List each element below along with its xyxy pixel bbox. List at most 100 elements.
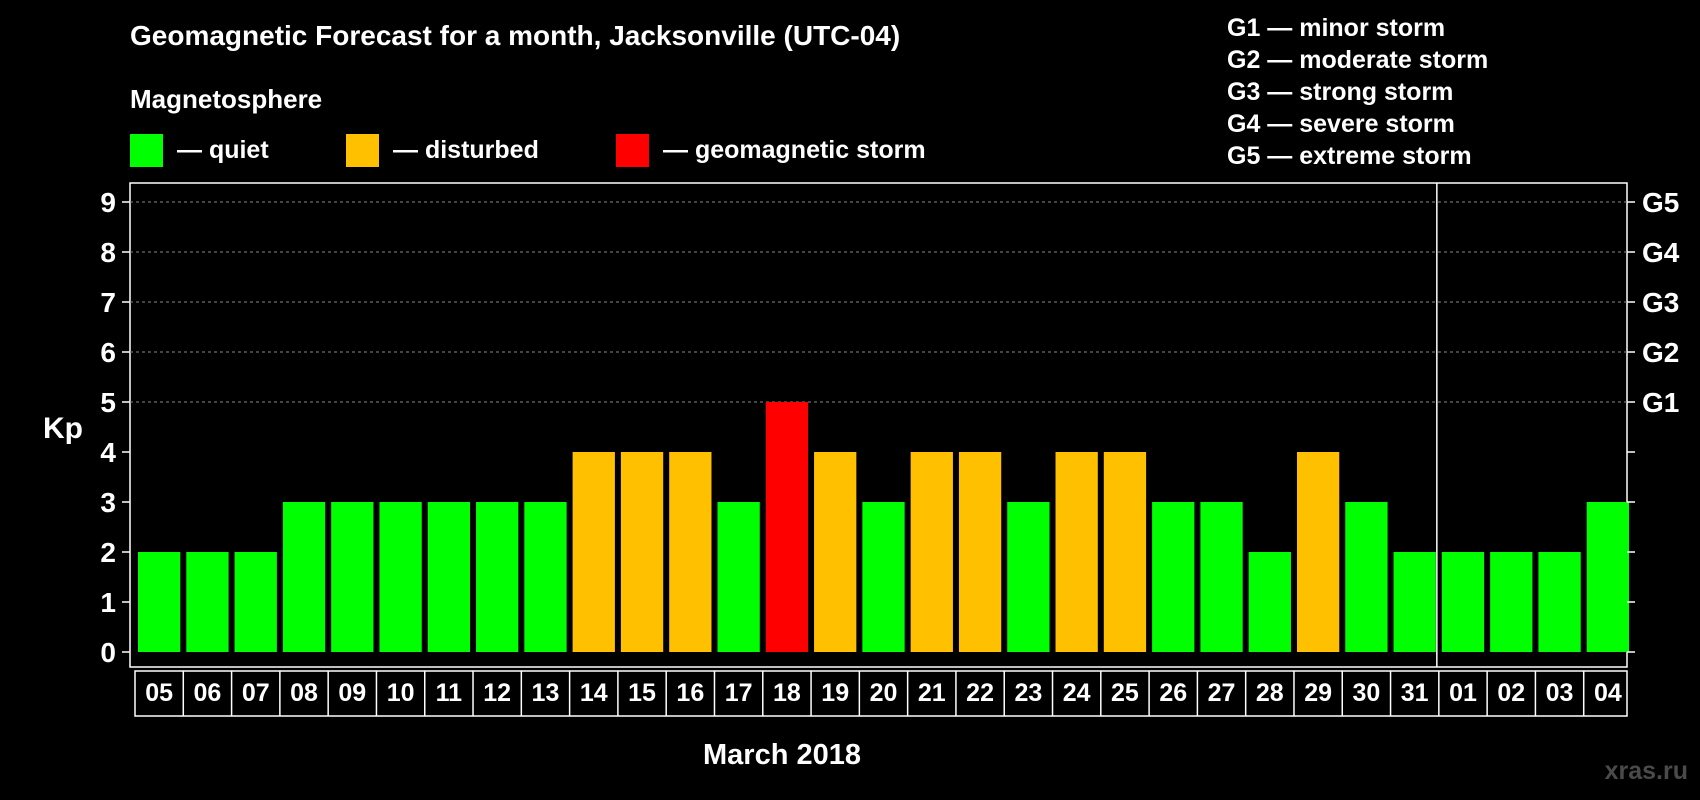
legend-quiet: — quiet xyxy=(130,133,269,167)
y-tick-label: 1 xyxy=(100,587,116,618)
bar-08 xyxy=(282,502,326,652)
bar-28 xyxy=(1248,552,1291,652)
g-axis-label: G2 xyxy=(1642,337,1679,368)
legend-quiet-swatch xyxy=(130,133,163,167)
y-tick-label: 0 xyxy=(100,637,116,668)
bar-20 xyxy=(862,502,905,652)
x-tick-label: 14 xyxy=(580,679,608,707)
chart-title: Geomagnetic Forecast for a month, Jackso… xyxy=(130,20,901,51)
x-tick-label: 23 xyxy=(1014,679,1042,707)
x-tick-label: 28 xyxy=(1256,679,1284,707)
bar-07 xyxy=(234,552,277,652)
bar-21 xyxy=(910,452,953,652)
bar-27 xyxy=(1200,502,1243,652)
legend-storm: — geomagnetic storm xyxy=(616,133,926,167)
g-axis-label: G3 xyxy=(1642,287,1679,318)
y-tick-label: 8 xyxy=(100,237,116,268)
bar-10 xyxy=(379,502,422,652)
bar-03 xyxy=(1538,552,1581,652)
g-axis-label: G1 xyxy=(1642,387,1679,418)
bar-05 xyxy=(138,552,181,652)
x-tick-label: 31 xyxy=(1401,679,1429,707)
legend-storm-label: — geomagnetic storm xyxy=(663,135,926,164)
g-legend-item: G5 — extreme storm xyxy=(1227,142,1472,170)
x-tick-label: 16 xyxy=(676,679,704,707)
bar-19 xyxy=(814,452,857,652)
legend-quiet-label: — quiet xyxy=(177,135,269,164)
bar-12 xyxy=(476,502,519,652)
bar-14 xyxy=(572,452,615,652)
y-tick-label: 4 xyxy=(100,437,116,468)
bar-25 xyxy=(1103,452,1147,652)
x-tick-label: 01 xyxy=(1449,679,1477,707)
g-legend-item: G2 — moderate storm xyxy=(1227,46,1489,74)
x-tick-label: 04 xyxy=(1594,679,1622,707)
x-tick-label: 09 xyxy=(338,679,366,707)
x-axis-title: March 2018 xyxy=(703,739,861,771)
x-tick-label: 18 xyxy=(773,679,801,707)
g-axis-label: G4 xyxy=(1642,237,1680,268)
g-legend-item: G1 — minor storm xyxy=(1227,14,1446,42)
x-tick-label: 03 xyxy=(1546,679,1574,707)
x-tick-label: 17 xyxy=(725,679,753,707)
bar-02 xyxy=(1490,552,1533,652)
x-tick-label: 08 xyxy=(290,679,318,707)
g-legend-item: G4 — severe storm xyxy=(1227,110,1455,138)
y-tick-label: 7 xyxy=(100,287,116,318)
bar-29 xyxy=(1296,452,1340,652)
watermark: xras.ru xyxy=(1604,757,1688,785)
legend-subtitle: Magnetosphere xyxy=(130,84,323,114)
x-tick-label: 15 xyxy=(628,679,656,707)
bar-01 xyxy=(1441,552,1485,652)
y-tick-label: 6 xyxy=(100,337,116,368)
legend-disturbed: — disturbed xyxy=(346,133,539,167)
x-tick-label: 29 xyxy=(1304,679,1332,707)
legend-storm-swatch xyxy=(616,133,649,167)
x-tick-label: 06 xyxy=(194,679,222,707)
bar-06 xyxy=(186,552,229,652)
g-scale-legend: G1 — minor storm G2 — moderate storm G3 … xyxy=(1227,12,1488,172)
y-tick-label: 3 xyxy=(100,487,116,518)
bar-15 xyxy=(620,452,664,652)
bar-26 xyxy=(1152,502,1195,652)
x-tick-label: 10 xyxy=(387,679,415,707)
x-tick-label: 12 xyxy=(483,679,511,707)
x-tick-label: 07 xyxy=(242,679,270,707)
y-axis-title: Kp xyxy=(43,412,83,445)
bar-17 xyxy=(717,502,760,652)
x-tick-label: 30 xyxy=(1352,679,1380,707)
x-tick-label: 02 xyxy=(1497,679,1525,707)
x-tick-label: 05 xyxy=(145,679,173,707)
x-tick-label: 20 xyxy=(870,679,898,707)
x-tick-label: 13 xyxy=(532,679,560,707)
g-axis-label: G5 xyxy=(1642,187,1679,218)
x-tick-label: 21 xyxy=(918,679,946,707)
x-tick-label: 11 xyxy=(436,679,463,707)
y-tick-label: 5 xyxy=(100,387,116,418)
y-tick-label: 2 xyxy=(100,537,116,568)
x-tick-label: 24 xyxy=(1063,679,1091,707)
x-tick-label: 26 xyxy=(1159,679,1187,707)
bar-24 xyxy=(1055,452,1098,652)
bar-30 xyxy=(1345,502,1388,652)
bar-22 xyxy=(958,452,1002,652)
bar-16 xyxy=(669,452,712,652)
bar-09 xyxy=(331,502,374,652)
x-tick-label: 27 xyxy=(1208,679,1236,707)
y-tick-label: 9 xyxy=(100,187,116,218)
legend-disturbed-swatch xyxy=(346,133,379,167)
bar-13 xyxy=(524,502,567,652)
bar-18 xyxy=(765,402,809,652)
x-tick-label: 25 xyxy=(1111,679,1139,707)
legend-disturbed-label: — disturbed xyxy=(393,135,539,164)
category-strip xyxy=(134,670,1628,717)
x-tick-label: 22 xyxy=(966,679,994,707)
bar-31 xyxy=(1393,552,1436,652)
bar-11 xyxy=(427,502,471,652)
bar-04 xyxy=(1586,502,1629,652)
x-tick-label: 19 xyxy=(821,679,849,707)
plot-frame xyxy=(129,182,1628,668)
bar-23 xyxy=(1007,502,1050,652)
g-legend-item: G3 — strong storm xyxy=(1227,78,1454,106)
